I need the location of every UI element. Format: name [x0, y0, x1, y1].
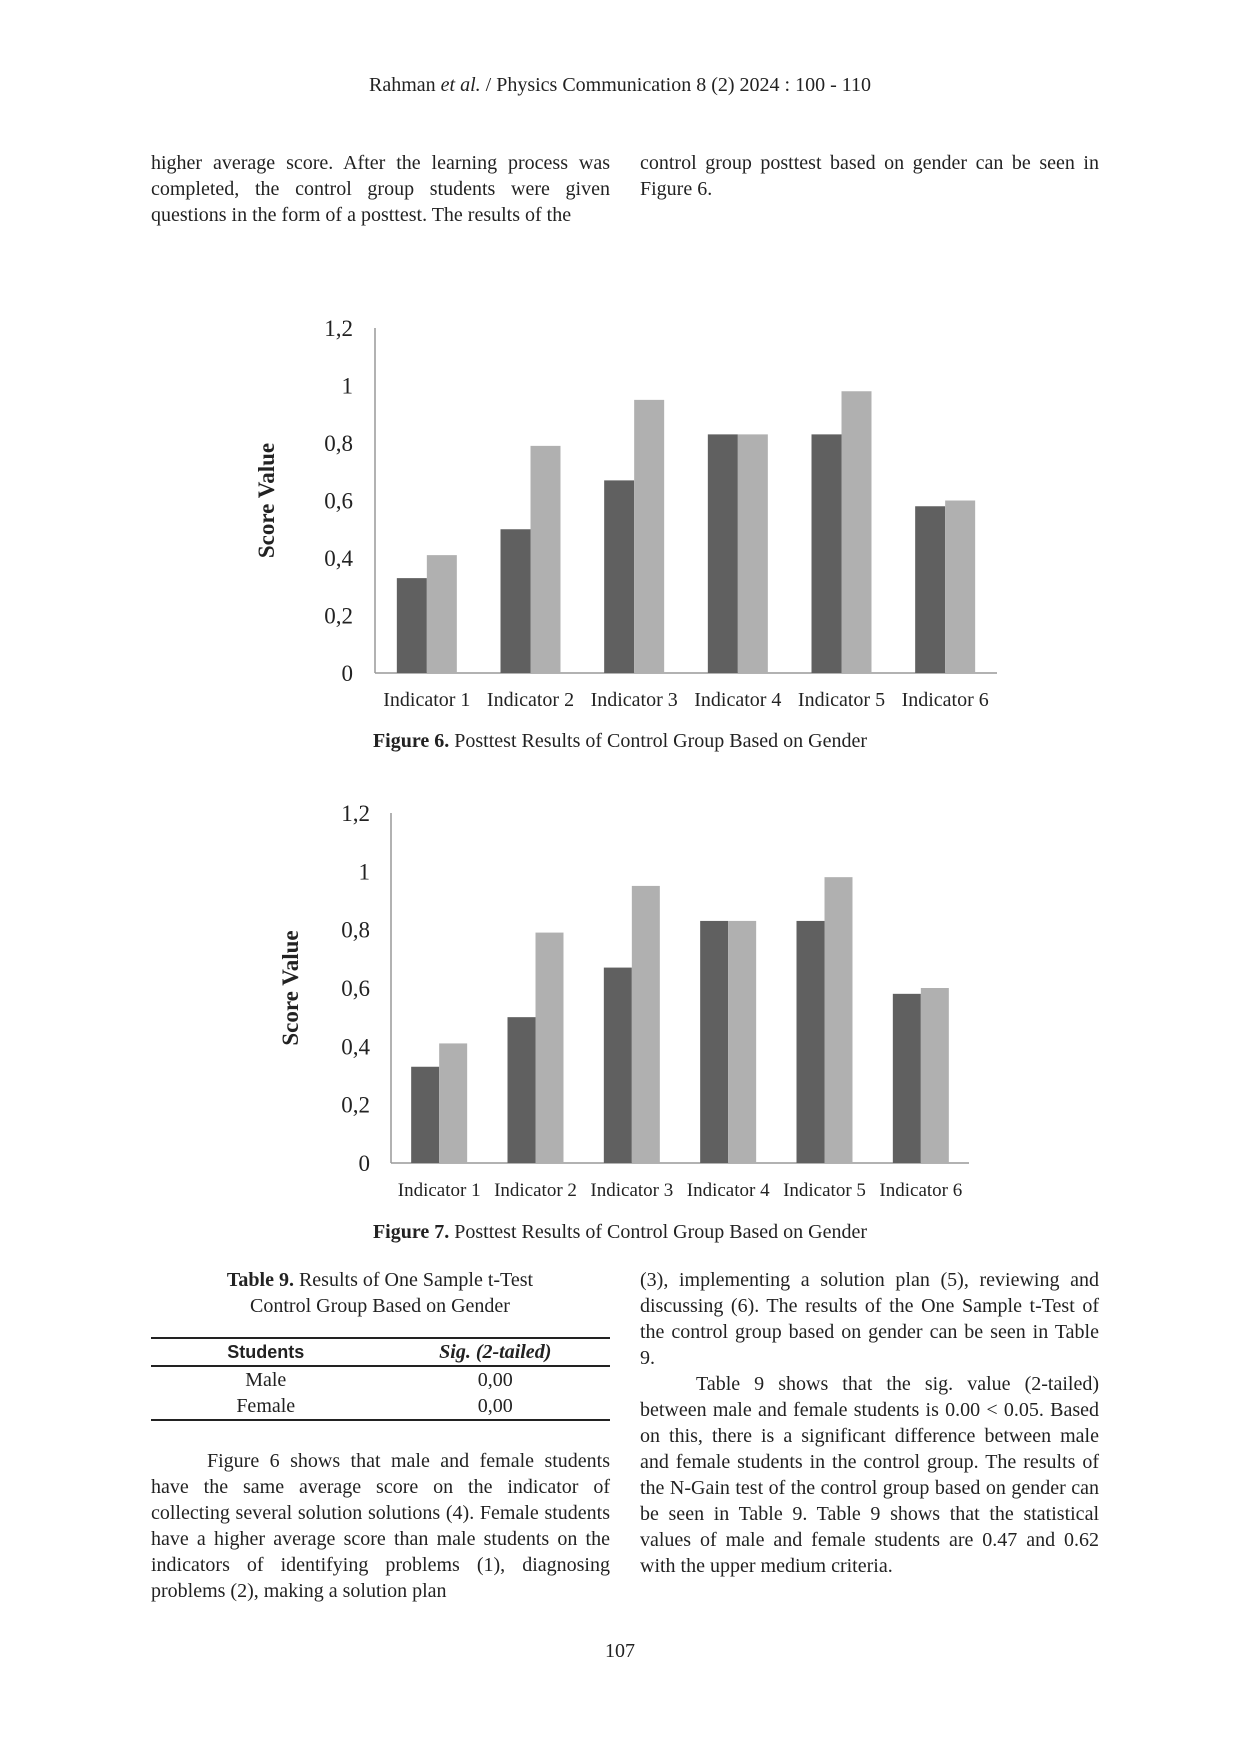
column-header: Sig. (2-tailed) — [439, 1340, 552, 1363]
bar — [892, 993, 921, 1163]
table-cell: Male — [245, 1368, 287, 1391]
caption-label: Table 9. — [226, 1269, 294, 1291]
y-tick-label: 0,6 — [341, 976, 370, 1001]
y-tick-label: 1 — [359, 859, 371, 884]
table-cell: 0,00 — [477, 1394, 513, 1417]
page-number: 107 — [605, 1640, 635, 1662]
y-tick-label: 1,2 — [341, 801, 370, 826]
table-cell: Female — [236, 1394, 296, 1417]
bar — [634, 399, 665, 673]
bar — [500, 529, 531, 673]
y-axis-label: Score Value — [278, 930, 303, 1045]
y-tick-label: 0,4 — [324, 546, 353, 571]
paragraph: higher average score. After the learning… — [151, 152, 610, 226]
bar — [426, 555, 457, 673]
bar — [737, 434, 768, 673]
paragraph: (3), implementing a solution plan (5), r… — [640, 1269, 1099, 1369]
x-tick-label: Indicator 4 — [687, 1180, 770, 1201]
x-tick-label: Indicator 3 — [590, 1180, 673, 1201]
y-tick-label: 0,2 — [341, 1093, 370, 1118]
bar — [841, 391, 872, 673]
figure-caption: Figure 7. Posttest Results of Control Gr… — [0, 1221, 1240, 1244]
bar — [507, 1017, 536, 1163]
bar — [945, 500, 976, 673]
bar — [915, 506, 946, 673]
paragraph: Figure 6 shows that male and female stud… — [151, 1450, 610, 1602]
y-tick-label: 0,8 — [324, 431, 353, 456]
caption-text: Results of One Sample t-Test Control Gro… — [250, 1269, 534, 1317]
x-tick-label: Indicator 5 — [783, 1180, 866, 1201]
y-tick-label: 0,2 — [324, 604, 353, 629]
bar — [700, 920, 729, 1163]
running-header: Rahman et al. / Physics Communication 8 … — [0, 74, 1240, 97]
caption-text: Posttest Results of Control Group Based … — [454, 730, 868, 752]
bar — [603, 967, 632, 1163]
bar — [411, 1066, 440, 1163]
y-tick-label: 0 — [359, 1151, 371, 1176]
bar — [535, 932, 564, 1163]
figure-caption: Figure 6. Posttest Results of Control Gr… — [0, 730, 1240, 753]
x-tick-label: Indicator 2 — [487, 689, 574, 711]
x-tick-label: Indicator 4 — [694, 689, 781, 711]
y-tick-label: 0 — [342, 661, 354, 686]
table-cell: 0,00 — [477, 1368, 513, 1391]
y-axis-label: Score Value — [254, 443, 279, 558]
caption-label: Figure 6. — [372, 730, 450, 752]
bar — [824, 877, 853, 1163]
authors: Rahman — [368, 74, 436, 96]
bar — [439, 1043, 468, 1163]
x-tick-label: Indicator 5 — [798, 689, 885, 711]
x-tick-label: Indicator 1 — [398, 1180, 481, 1201]
y-tick-label: 1,2 — [324, 316, 353, 341]
bar — [811, 434, 842, 673]
y-tick-label: 1 — [342, 374, 354, 399]
x-tick-label: Indicator 3 — [591, 689, 678, 711]
bar — [396, 578, 427, 673]
bar — [631, 885, 660, 1163]
bar — [796, 920, 825, 1163]
et-al: et al. — [440, 74, 481, 96]
y-tick-label: 0,8 — [341, 918, 370, 943]
bar — [707, 434, 738, 673]
journal: / Physics Communication 8 (2) 2024 : 100… — [485, 74, 871, 96]
y-tick-label: 0,4 — [341, 1034, 370, 1059]
bar — [728, 920, 757, 1163]
y-tick-label: 0,6 — [324, 489, 353, 514]
column-header: Students — [227, 1341, 305, 1362]
paragraph: control group posttest based on gender c… — [640, 152, 1099, 200]
bar — [604, 480, 635, 673]
bar — [530, 445, 561, 673]
caption-label: Figure 7. — [372, 1221, 450, 1243]
x-tick-label: Indicator 6 — [902, 689, 989, 711]
bar — [920, 988, 949, 1163]
table-caption: Table 9. Results of One Sample t-Test Co… — [200, 1267, 560, 1319]
x-tick-label: Indicator 1 — [383, 689, 470, 711]
paragraph: Table 9 shows that the sig. value (2-tai… — [640, 1373, 1099, 1577]
x-tick-label: Indicator 6 — [879, 1180, 962, 1201]
x-tick-label: Indicator 2 — [494, 1180, 577, 1201]
table: Students Sig. (2-tailed) Male 0,00 Femal… — [151, 1337, 610, 1421]
caption-text: Posttest Results of Control Group Based … — [454, 1221, 868, 1243]
